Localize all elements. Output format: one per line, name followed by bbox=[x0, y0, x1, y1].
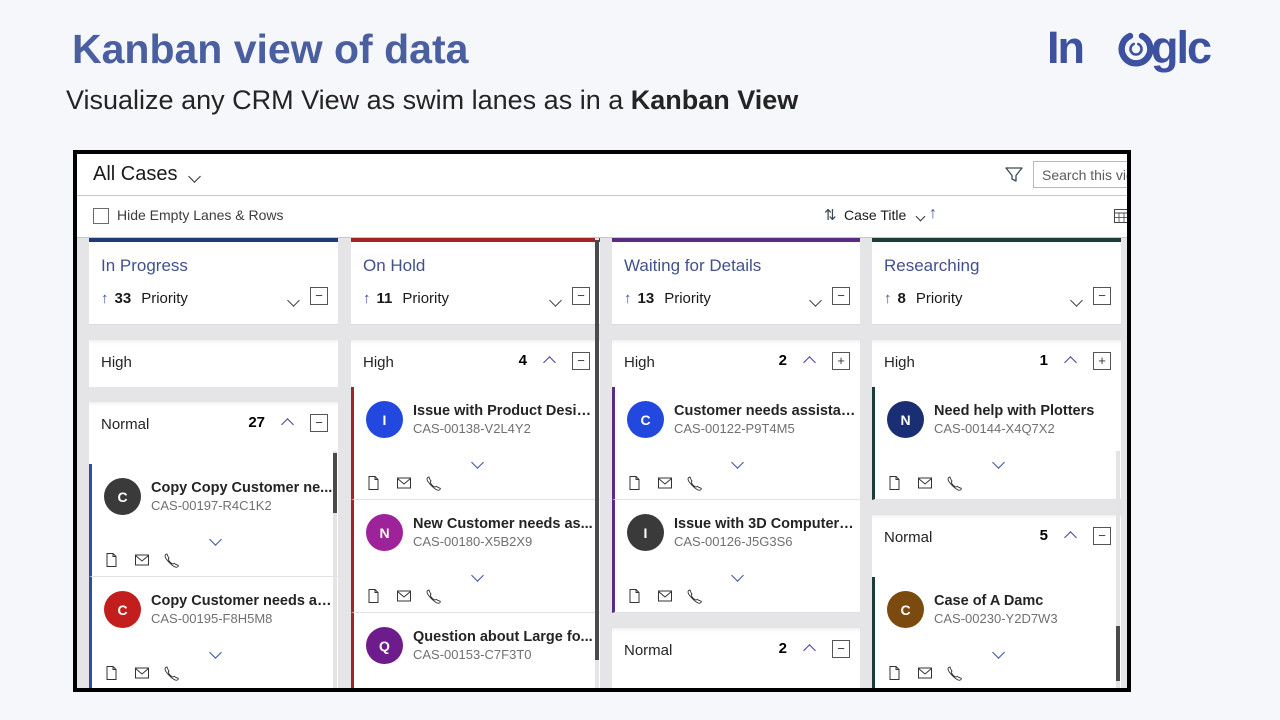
svg-text:In: In bbox=[1047, 22, 1083, 73]
svg-text:glc: glc bbox=[1151, 22, 1211, 73]
